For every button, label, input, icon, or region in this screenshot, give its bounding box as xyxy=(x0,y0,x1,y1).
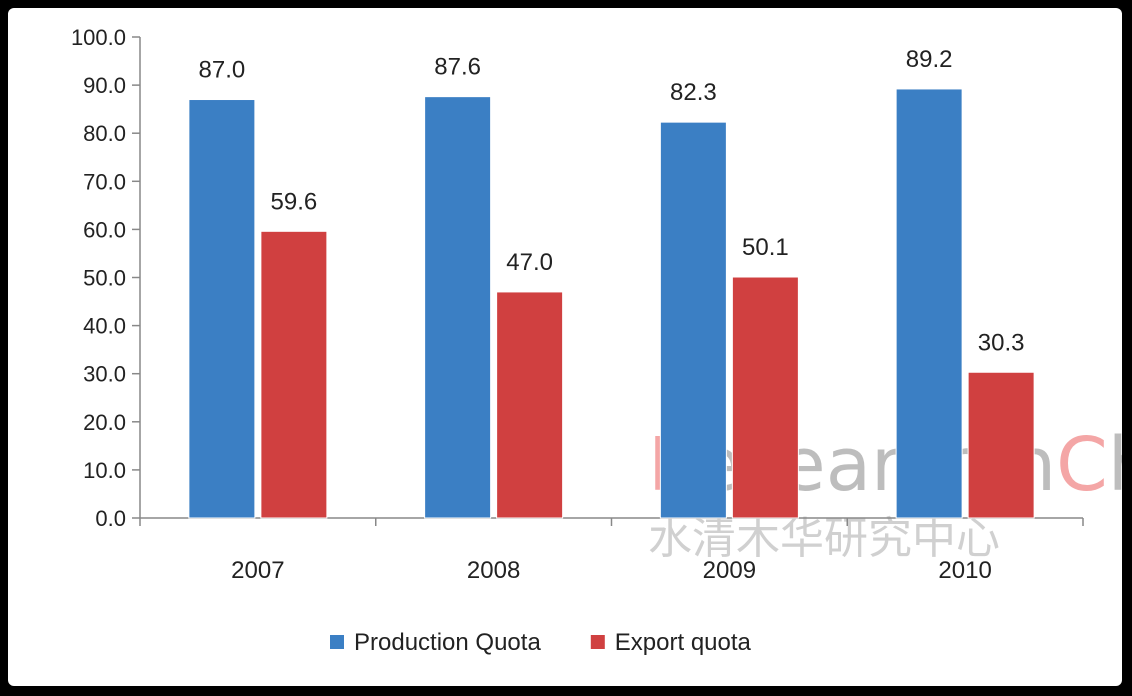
data-label: 89.2 xyxy=(906,46,953,73)
y-tick-label: 10.0 xyxy=(83,458,126,483)
watermark-english-hina: hina xyxy=(1108,422,1122,508)
y-tick-label: 0.0 xyxy=(95,506,126,531)
y-tick-label: 60.0 xyxy=(83,217,126,242)
y-tick-label: 20.0 xyxy=(83,410,126,435)
bar-chart: ResearchInChina 水清木华研究中心 0.010.020.030.0… xyxy=(71,25,1122,656)
bar xyxy=(895,88,963,519)
data-label: 50.1 xyxy=(742,234,789,261)
data-label: 82.3 xyxy=(670,79,717,106)
data-label: 87.6 xyxy=(434,54,481,81)
data-labels: 87.0 59.6 87.6 47.0 82.3 50.1 89.2 30.3 xyxy=(199,46,1025,356)
bar xyxy=(188,99,256,519)
x-tick-label: 2007 xyxy=(231,557,284,584)
x-tick-label: 2009 xyxy=(703,557,756,584)
legend-swatch xyxy=(590,635,605,649)
x-tick-label: 2008 xyxy=(467,557,520,584)
x-tick-label: 2010 xyxy=(938,557,991,584)
watermark-english-c: C xyxy=(1056,422,1108,508)
data-label: 87.0 xyxy=(199,57,246,84)
watermark-chinese: 水清木华研究中心 xyxy=(648,513,1000,564)
chart-frame: ResearchInChina 水清木华研究中心 0.010.020.030.0… xyxy=(8,8,1122,686)
y-tick-label: 70.0 xyxy=(83,169,126,194)
bars xyxy=(188,88,1035,519)
bar xyxy=(424,96,492,519)
legend: Production Quota Export quota xyxy=(330,629,752,656)
legend-swatch xyxy=(330,635,344,649)
bar xyxy=(659,121,727,519)
bar xyxy=(260,230,328,519)
y-tick-label: 50.0 xyxy=(83,266,126,291)
y-tick-label: 80.0 xyxy=(83,121,126,146)
bar xyxy=(731,276,799,519)
y-tick-label: 30.0 xyxy=(83,362,126,387)
data-label: 59.6 xyxy=(271,188,318,215)
y-tick-label: 40.0 xyxy=(83,314,126,339)
legend-label: Export quota xyxy=(615,629,752,656)
data-label: 47.0 xyxy=(506,249,553,276)
y-tick-label: 100.0 xyxy=(71,25,126,50)
data-label: 30.3 xyxy=(978,329,1025,356)
legend-label: Production Quota xyxy=(354,629,541,656)
y-tick-label: 90.0 xyxy=(83,73,126,98)
bar xyxy=(496,291,564,519)
bar xyxy=(967,371,1035,519)
